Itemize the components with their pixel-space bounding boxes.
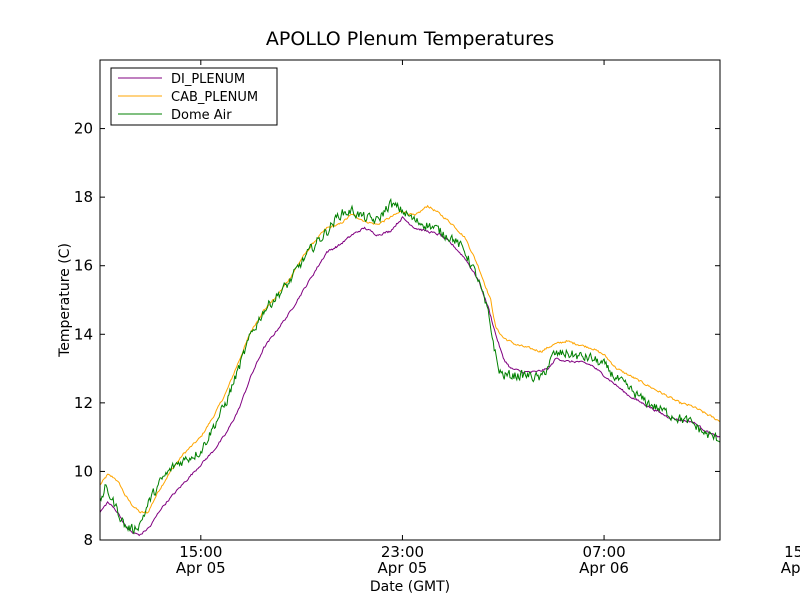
plot-area <box>99 59 721 541</box>
x-tick-label-date: Apr 06 <box>781 559 800 577</box>
x-tick-label-date: Apr 06 <box>579 559 629 577</box>
y-tick-label: 20 <box>74 120 93 138</box>
legend: DI_PLENUM CAB_PLENUM Dome Air <box>110 67 278 126</box>
x-tick-label-time: 23:00 <box>381 543 424 561</box>
chart-title: APOLLO Plenum Temperatures <box>266 28 554 50</box>
series-line-cab-plenum <box>100 204 720 514</box>
y-tick-label: 12 <box>74 394 93 412</box>
x-axis-label: Date (GMT) <box>370 579 450 595</box>
x-tick-label-date: Apr 05 <box>176 559 226 577</box>
y-tick-label: 8 <box>83 531 93 549</box>
series-line-dome-air <box>100 197 720 535</box>
legend-label-di-plenum: DI_PLENUM <box>171 72 245 87</box>
y-tick-label: 10 <box>74 462 93 480</box>
x-tick-label-time: 15:00 <box>179 543 222 561</box>
x-tick-label-time: 15:00 <box>784 543 800 561</box>
legend-label-dome-air: Dome Air <box>171 108 232 123</box>
y-tick-label: 14 <box>74 325 93 343</box>
y-axis-label: Temperature (C) <box>57 243 73 358</box>
series-line-di-plenum <box>100 215 720 537</box>
plot-frame <box>99 59 721 541</box>
x-tick-label-time: 07:00 <box>582 543 625 561</box>
x-tick-label-date: Apr 05 <box>378 559 428 577</box>
y-tick-label: 16 <box>74 257 93 275</box>
legend-label-cab-plenum: CAB_PLENUM <box>171 90 258 105</box>
y-tick-label: 18 <box>74 188 93 206</box>
